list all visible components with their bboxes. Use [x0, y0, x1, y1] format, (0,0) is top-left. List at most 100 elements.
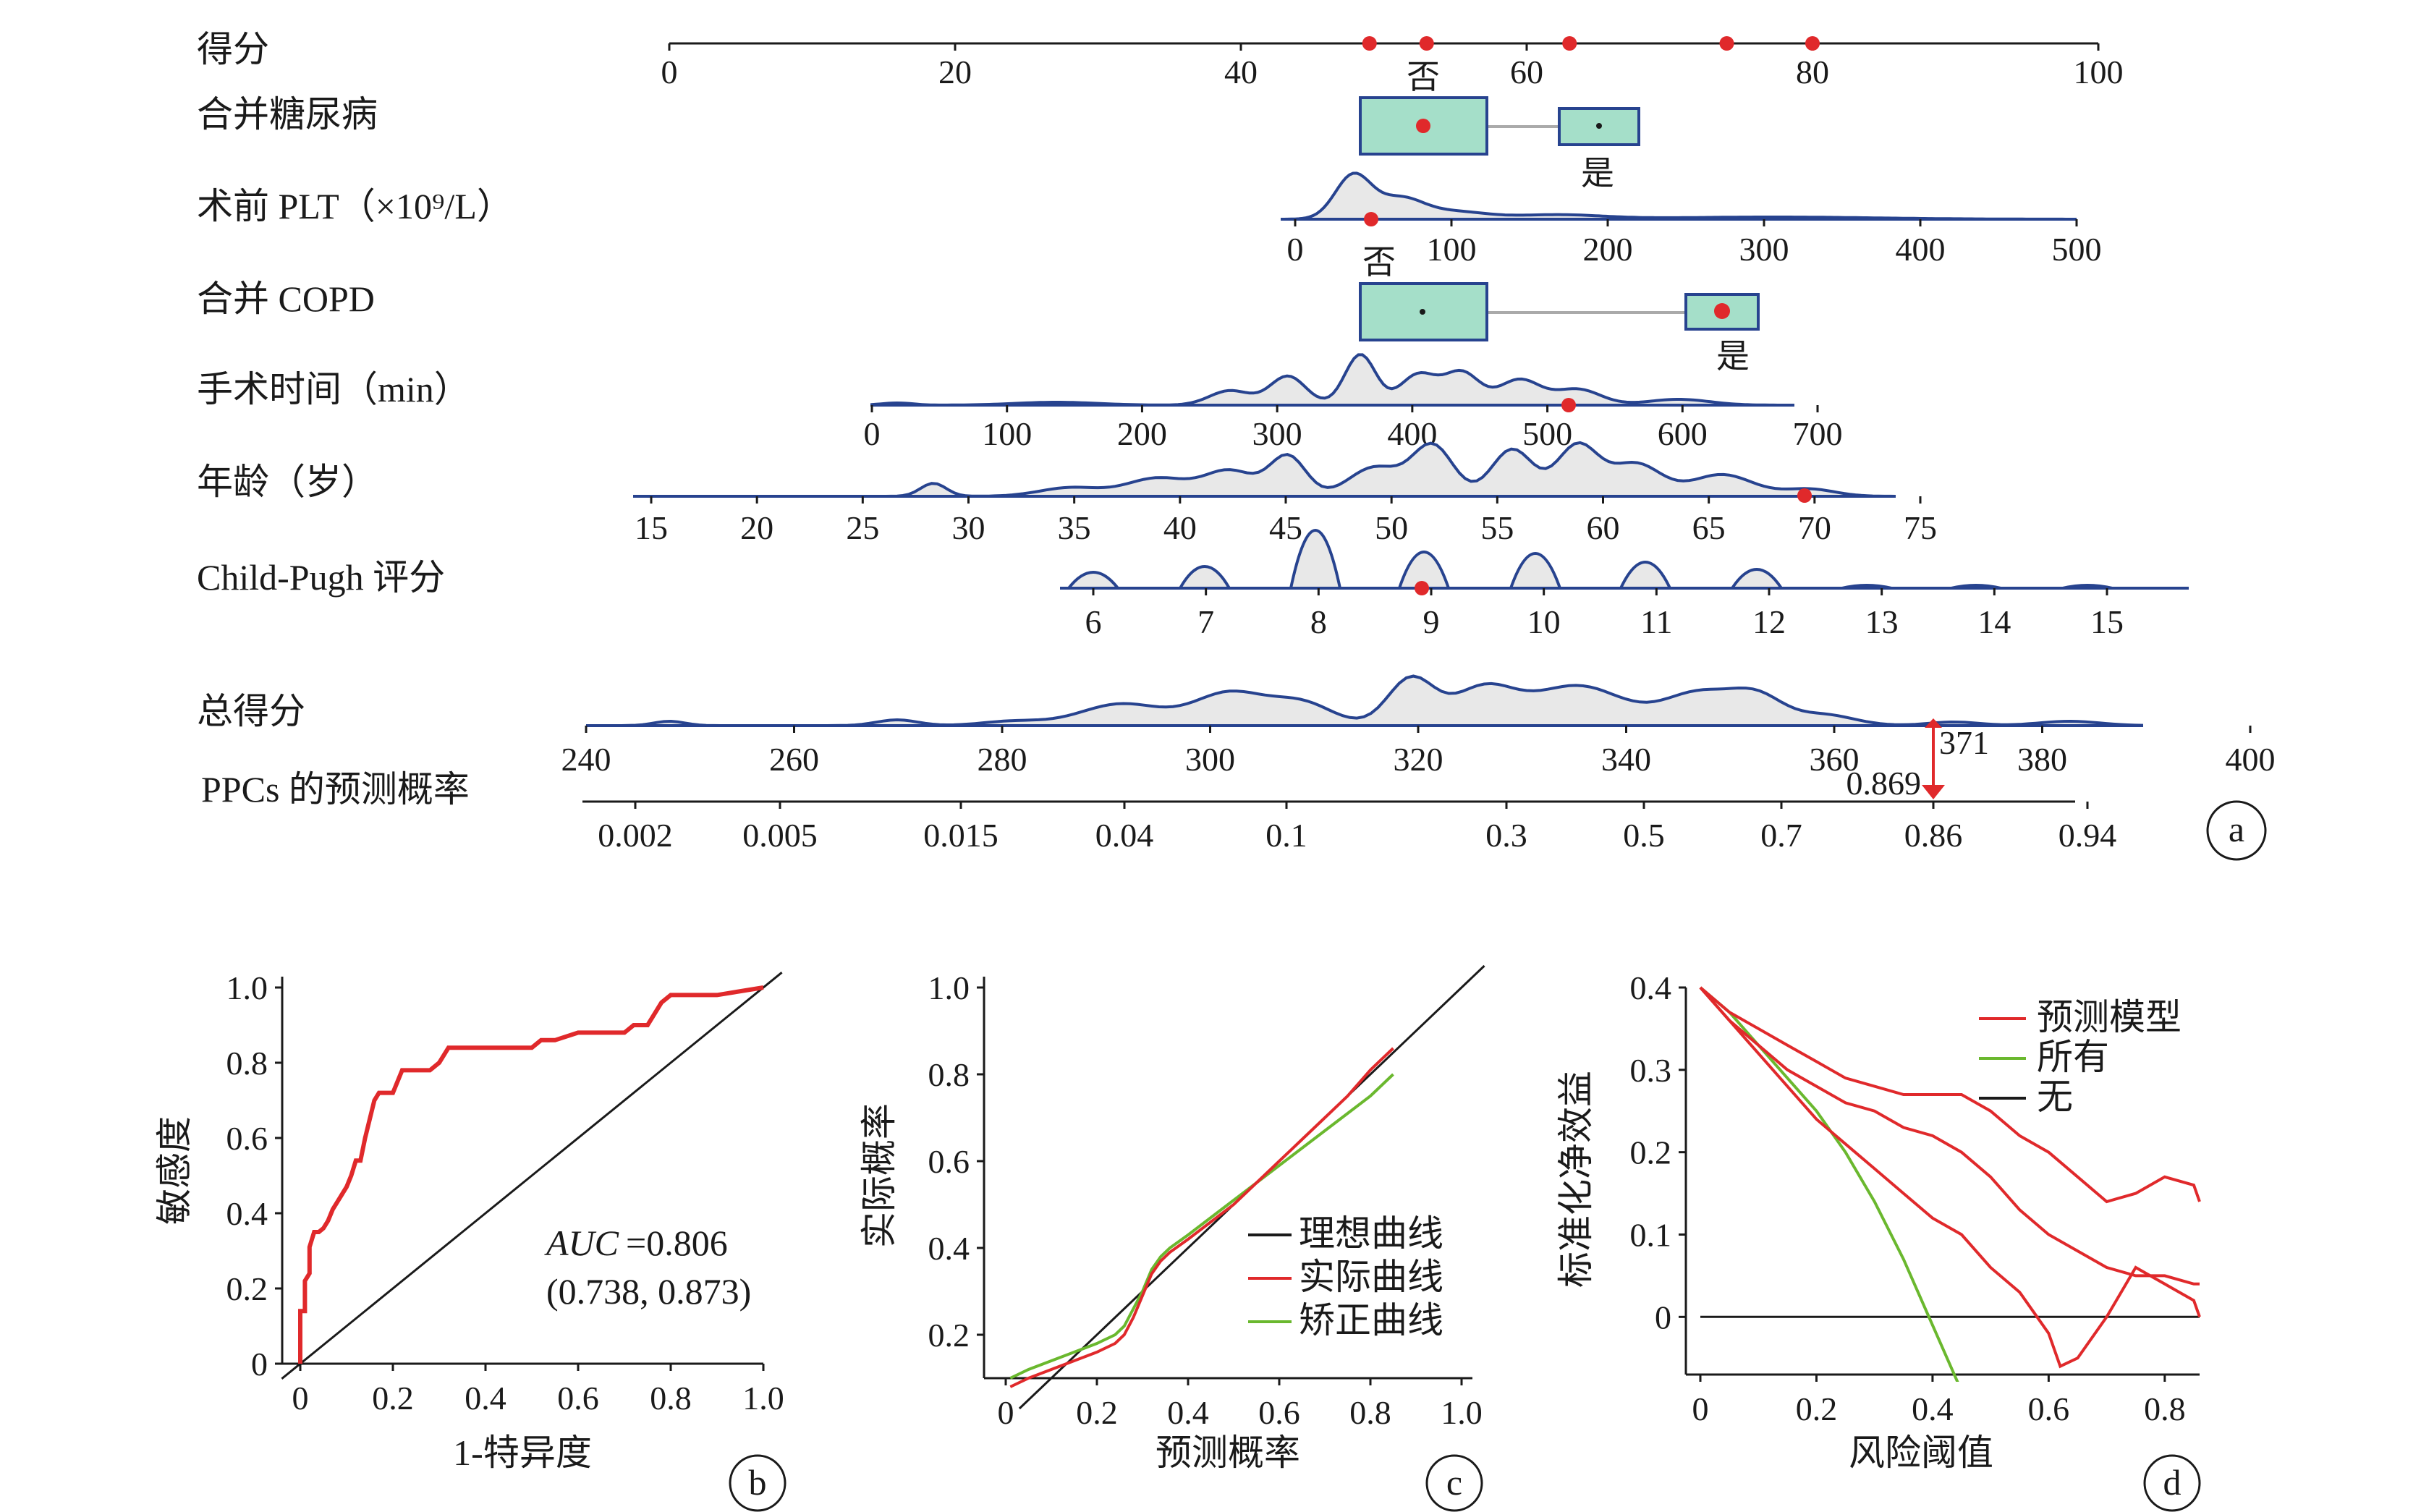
y-tick-label: 0.8	[226, 1045, 268, 1082]
roc-reference-line	[281, 972, 783, 1380]
cal-legend-actual: 实际曲线	[1299, 1257, 1443, 1297]
score-point	[1362, 36, 1377, 51]
roc-auc-value: =0.806	[626, 1223, 728, 1263]
panel-d-letter: d	[2163, 1462, 2182, 1503]
axis-tick-label: 20	[938, 54, 972, 90]
score-selected-points	[1362, 36, 1820, 51]
panel-c-calibration: 0 0.2 0.4 0.6 0.8 1.0 0.2 0.4 0.6 0.8 1.0 理想曲线 实际曲…	[859, 964, 1485, 1512]
cal-legend-corrected: 矫正曲线	[1299, 1300, 1443, 1341]
axis-tick-label: 15	[2090, 603, 2124, 640]
axis-tick-label: 100	[982, 415, 1032, 452]
axis-tick-label: 500	[1522, 415, 1572, 452]
axis-tick-label: 200	[1583, 231, 1633, 268]
cal-x-label: 预测概率	[1156, 1432, 1300, 1473]
cal-corrected-curve	[1009, 1073, 1394, 1380]
score-ticks: 0 20 40 60 80 100	[661, 43, 2124, 90]
probability-tick-label: 0.7	[1760, 817, 1802, 854]
y-tick-label: 0.2	[928, 1317, 970, 1354]
x-tick-label: 0.2	[1796, 1390, 1838, 1427]
y-tick-label: 0.8	[928, 1056, 970, 1093]
total-density	[586, 674, 2143, 727]
y-tick-label: 0.2	[226, 1270, 268, 1307]
probability-tick-label: 0.005	[742, 817, 818, 854]
cal-legend-ideal: 理想曲线	[1299, 1213, 1443, 1254]
axis-tick-label: 14	[1977, 603, 2011, 640]
axis-tick-label: 50	[1375, 509, 1408, 546]
panel-c-letter: c	[1446, 1462, 1462, 1503]
y-tick-label: 0.1	[1630, 1216, 1672, 1253]
axis-tick-label: 70	[1798, 509, 1831, 546]
axis-tick-label: 360	[1810, 741, 1860, 778]
x-tick-label: 0.4	[465, 1380, 506, 1417]
axis-tick-label: 300	[1739, 231, 1789, 268]
axis-tick-label: 600	[1658, 415, 1708, 452]
prob-arrow-head	[1922, 785, 1945, 799]
row-label-child-pugh: Child-Pugh 评分	[197, 557, 445, 598]
panel-b-badge	[729, 1454, 786, 1512]
axis-tick-label: 9	[1423, 603, 1440, 640]
probability-tick-label: 0.86	[1904, 817, 1963, 854]
x-tick-label: 0.2	[1076, 1394, 1118, 1431]
axis-tick-label: 0	[1287, 231, 1304, 268]
axis-tick-label: 20	[740, 509, 773, 546]
panel-a-letter: a	[2229, 809, 2244, 849]
axis-tick-label: 40	[1224, 54, 1258, 90]
x-tick-label: 1.0	[742, 1380, 784, 1417]
score-point	[1719, 36, 1734, 51]
dca-legend-model: 预测模型	[2037, 997, 2182, 1037]
axis-tick-label: 60	[1510, 54, 1543, 90]
axis-tick-label: 45	[1269, 509, 1302, 546]
y-tick-label: 0.4	[226, 1195, 268, 1232]
child-pugh-distribution	[1060, 529, 2189, 590]
x-tick-label: 0	[1692, 1390, 1709, 1427]
op-time-density	[870, 353, 1794, 407]
child-pugh-ticks: 6 7 8 9 10 11 12 13 14 15	[1085, 588, 2124, 640]
axis-tick-label: 60	[1587, 509, 1620, 546]
panel-a-nomogram: 得分 合并糖尿病 术前 PLT（×10⁹/L） 合并 COPD 手术时间（min…	[197, 29, 2276, 861]
panel-d-dca: 0 0.2 0.4 0.6 0.8 0 0.1 0.2 0.3 0.4 预测模型 所有 无 风险阈…	[1556, 969, 2201, 1512]
axis-tick-label: 0	[661, 54, 678, 90]
x-tick-label: 0.4	[1912, 1390, 1954, 1427]
axis-tick-label: 100	[2074, 54, 2124, 90]
diabetes-level-no: 否	[1407, 59, 1440, 95]
y-tick-label: 0	[251, 1346, 268, 1383]
roc-ticks: 0 0.2 0.4 0.6 0.8 1.0 0 0.2 0.4 0.6 0.8 1.0	[226, 969, 784, 1417]
cal-actual-curve	[1009, 1047, 1394, 1388]
axis-tick-label: 6	[1085, 603, 1102, 640]
row-label-copd: 合并 COPD	[197, 279, 375, 319]
roc-y-label: 敏感度	[154, 1116, 195, 1225]
y-tick-label: 0.6	[226, 1120, 268, 1157]
plt-selected-point	[1364, 212, 1378, 226]
probability-tick-label: 0.3	[1485, 817, 1527, 854]
copd-level-yes: 是	[1716, 338, 1750, 375]
probability-tick-label: 0.015	[923, 817, 998, 854]
age-ticks: 15 20 25 30 35 40 45 50 55 60 65 70 75	[635, 496, 1937, 546]
row-label-total: 总得分	[197, 691, 305, 731]
axis-tick-label: 260	[769, 741, 819, 778]
y-tick-label: 1.0	[928, 969, 970, 1006]
x-tick-label: 0.6	[2028, 1390, 2070, 1427]
dca-model-line-lower-2	[1699, 986, 2201, 1369]
probability-tick-label: 0.1	[1265, 817, 1307, 854]
axis-tick-label: 35	[1058, 509, 1091, 546]
axis-tick-label: 80	[1796, 54, 1829, 90]
panel-a-badge	[2206, 800, 2267, 861]
dca-ticks: 0 0.2 0.4 0.6 0.8 0 0.1 0.2 0.3 0.4	[1630, 969, 2186, 1427]
axis-tick-label: 380	[2017, 741, 2067, 778]
roc-ci: (0.738, 0.873)	[546, 1271, 751, 1312]
axis-tick-label: 65	[1692, 509, 1726, 546]
score-point	[1562, 36, 1577, 51]
axis-tick-label: 15	[635, 509, 668, 546]
axis-tick-label: 75	[1904, 509, 1937, 546]
x-tick-label: 0.8	[650, 1380, 692, 1417]
roc-curve	[298, 985, 764, 1364]
diabetes-box-yes-mean	[1596, 123, 1602, 129]
axis-tick-label: 12	[1752, 603, 1786, 640]
row-label-score: 得分	[197, 29, 269, 69]
plt-ticks: 0 100 200 300 400 500	[1287, 219, 2102, 268]
axis-tick-label: 100	[1427, 231, 1477, 268]
dca-model-line-lower-1	[1699, 986, 2200, 1286]
diabetes-selected-point	[1416, 119, 1430, 133]
probability-tick-label: 0.04	[1095, 817, 1154, 854]
axis-tick-label: 240	[561, 741, 611, 778]
